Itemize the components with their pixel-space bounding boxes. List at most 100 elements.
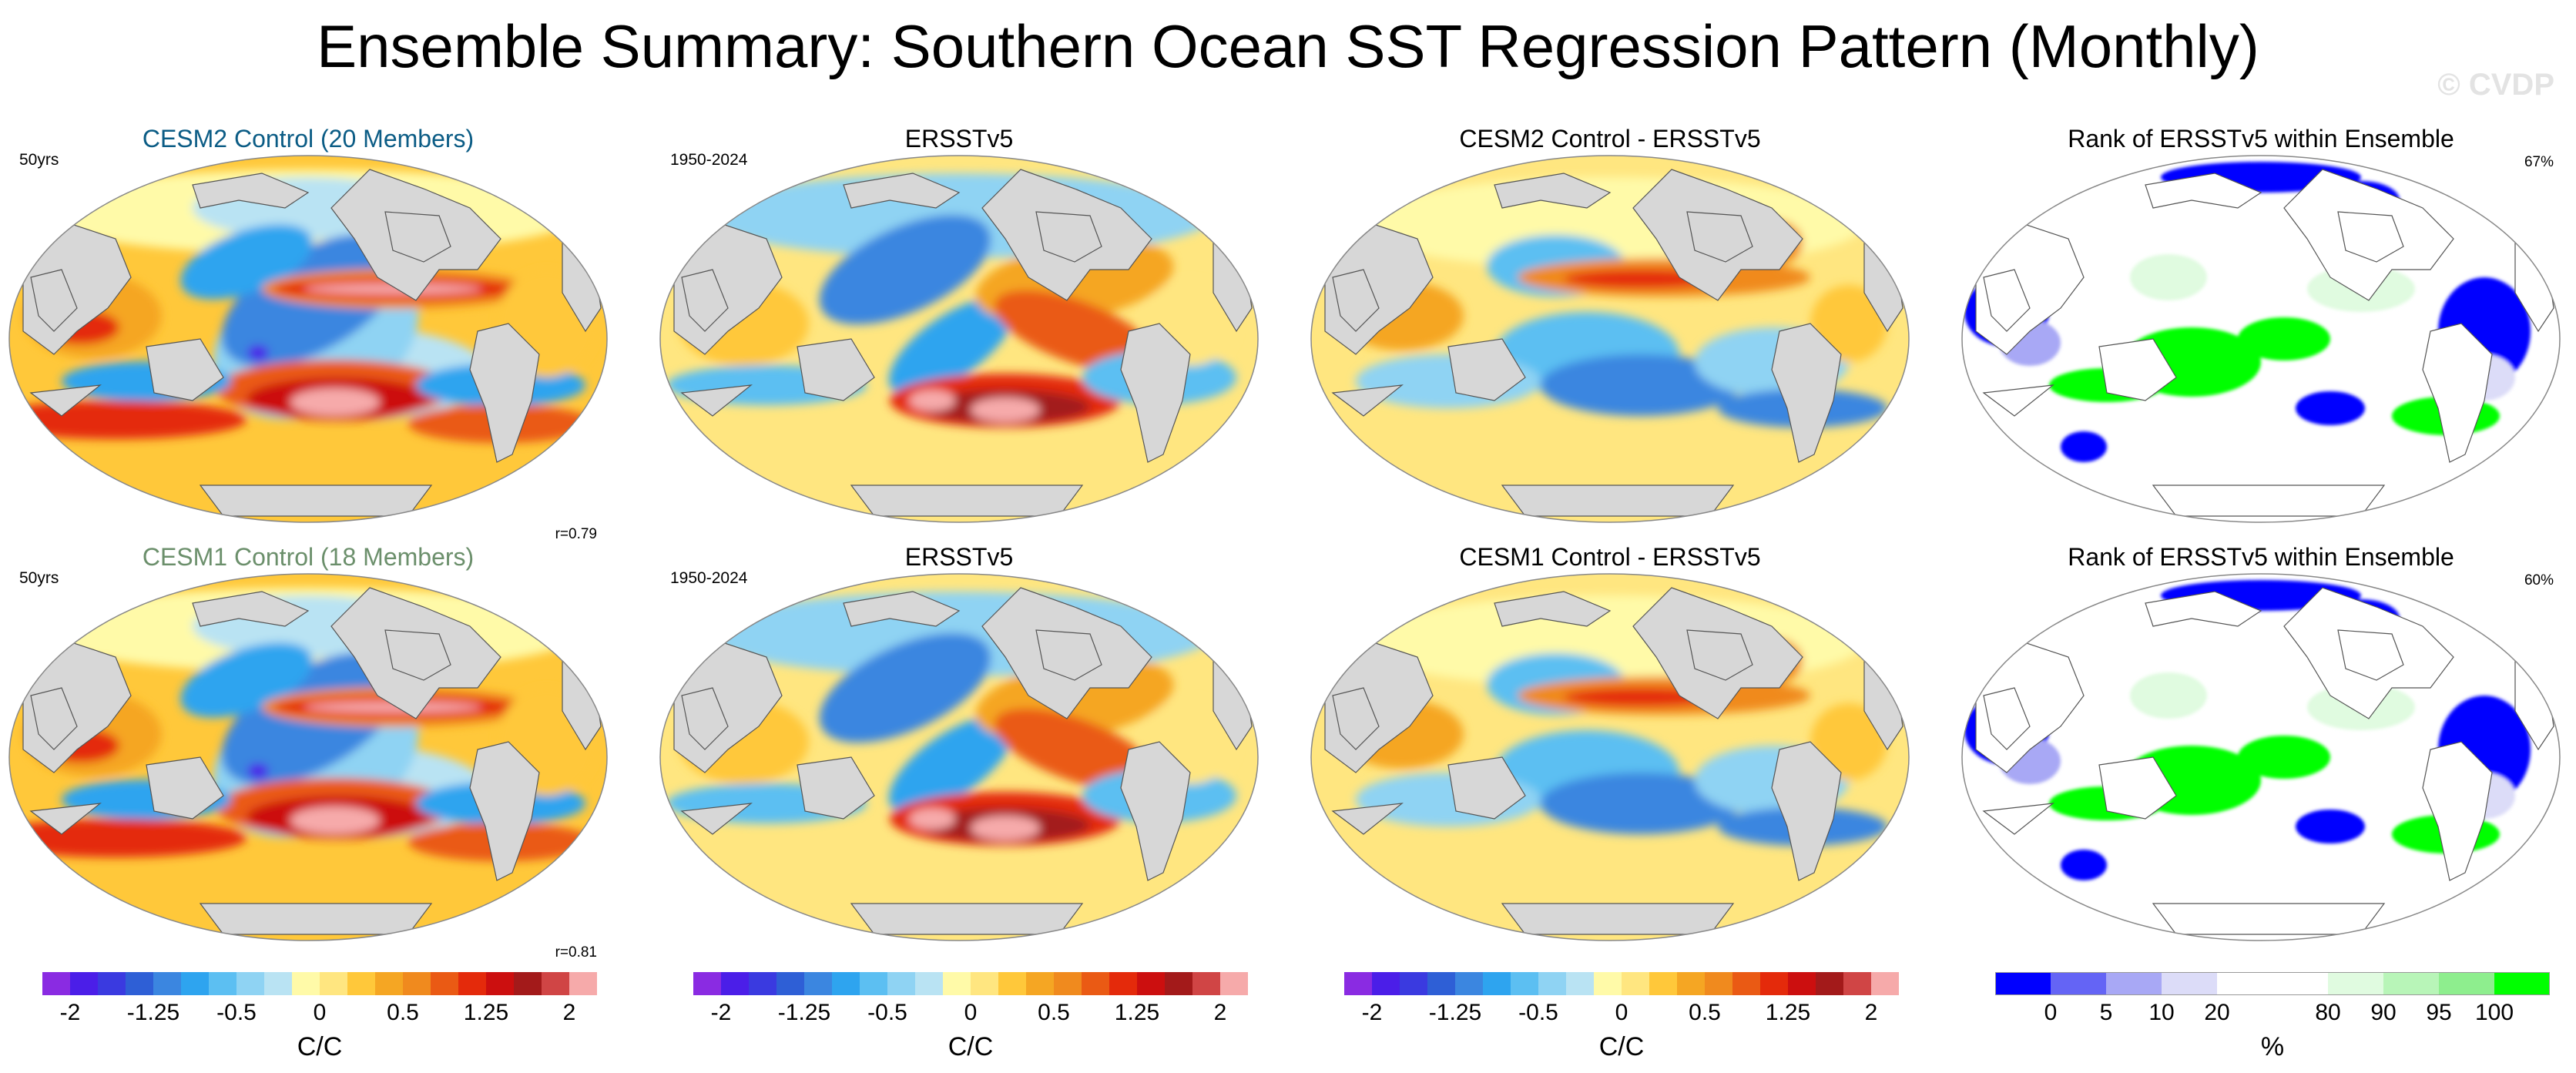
map-field xyxy=(9,156,607,522)
panel-period-label: 1950-2024 xyxy=(670,569,748,587)
map-cesm2-rank xyxy=(1961,155,2561,523)
panel-title: ERSSTv5 xyxy=(904,125,1014,153)
watermark: © CVDP xyxy=(2437,68,2554,102)
field-region xyxy=(304,283,481,294)
pattern-correlation: r=0.81 xyxy=(555,944,597,961)
panel-period-label: 50yrs xyxy=(19,569,59,587)
colorbar-swatch xyxy=(1649,972,1678,995)
land-polygon xyxy=(1331,384,1404,417)
land-polygon xyxy=(1035,629,1102,681)
field-region xyxy=(2296,391,2365,425)
colorbar-swatch xyxy=(1082,972,1110,995)
colorbar-tick: 95 xyxy=(2426,1000,2452,1025)
colorbar-swatch xyxy=(804,972,833,995)
map-outline xyxy=(1961,155,2561,523)
colorbar-swatch xyxy=(887,972,916,995)
colorbar-swatch xyxy=(998,972,1027,995)
land-polygon xyxy=(1120,741,1191,881)
landmasses xyxy=(673,169,1253,517)
colorbar-tick: 0.5 xyxy=(1689,1000,1721,1025)
colorbar-tick: 0 xyxy=(1615,1000,1628,1025)
colorbar-swatch xyxy=(209,972,237,995)
colorbar-swatch xyxy=(292,972,320,995)
field-region xyxy=(247,763,269,779)
colorbar-swatch xyxy=(542,972,570,995)
colorbar-swatch xyxy=(1165,972,1193,995)
colorbar-4: % 0 5 10 20 80 90 95 100 xyxy=(1995,972,2550,1065)
land-polygon xyxy=(2337,211,2404,263)
colorbar-tick: 5 xyxy=(2099,1000,2113,1025)
land-polygon xyxy=(1501,903,1735,935)
colorbar-swatch xyxy=(2051,972,2107,995)
landmasses xyxy=(22,587,602,935)
field-region xyxy=(2130,254,2207,300)
colorbar-swatch xyxy=(1760,972,1789,995)
colorbar-swatch xyxy=(1871,972,1899,995)
colorbar-frame xyxy=(1995,972,2550,995)
colorbar-swatch xyxy=(1816,972,1844,995)
colorbar-tick: -0.5 xyxy=(867,1000,907,1025)
map-field xyxy=(660,156,1258,522)
colorbar-swatch xyxy=(776,972,805,995)
colorbar-swatch xyxy=(2383,972,2440,995)
colorbar-swatches xyxy=(1995,972,2550,995)
colorbar-swatch xyxy=(98,972,126,995)
land-polygon xyxy=(2145,173,2262,209)
colorbar-swatch xyxy=(2217,972,2273,995)
field-region xyxy=(2238,317,2330,360)
colorbar-label: C/C xyxy=(948,1032,994,1061)
colorbar-swatch xyxy=(431,972,459,995)
field-region xyxy=(971,397,1040,422)
map-obs-bottom xyxy=(659,573,1259,941)
field-region xyxy=(290,388,380,416)
map-field xyxy=(9,574,607,941)
land-polygon xyxy=(1501,485,1735,517)
panel-obs-top: ERSSTv5 1950-2024 xyxy=(655,123,1263,543)
colorbar-tick: 2 xyxy=(1864,1000,1878,1025)
colorbar-swatch xyxy=(915,972,944,995)
field-region xyxy=(304,702,481,713)
field-region xyxy=(290,806,380,834)
colorbar-swatch xyxy=(1705,972,1733,995)
colorbar-label: C/C xyxy=(1598,1032,1645,1061)
colorbar-swatch xyxy=(1788,972,1816,995)
colorbar-tick: -2 xyxy=(59,1000,81,1025)
colorbar-tick: -2 xyxy=(1361,1000,1383,1025)
map-obs-top xyxy=(659,155,1259,523)
colorbar-swatch xyxy=(514,972,542,995)
land-polygon xyxy=(30,687,78,750)
field-region xyxy=(2061,431,2107,462)
land-polygon xyxy=(850,485,1084,517)
land-polygon xyxy=(1332,687,1380,750)
map-cesm2-diff xyxy=(1310,155,1910,523)
land-polygon xyxy=(192,591,310,627)
colorbar-swatch xyxy=(181,972,210,995)
colorbar-swatch xyxy=(1843,972,1872,995)
land-polygon xyxy=(29,384,102,417)
land-polygon xyxy=(1983,687,2031,750)
land-polygon xyxy=(1686,629,1753,681)
panel-obs-bottom: ERSSTv5 1950-2024 xyxy=(655,542,1263,961)
field-region xyxy=(2130,672,2207,719)
colorbar-swatch xyxy=(42,972,71,995)
panel-period-label: 50yrs xyxy=(19,151,59,169)
colorbar-swatch xyxy=(2328,972,2384,995)
field-region xyxy=(1541,354,1741,416)
colorbar-swatch xyxy=(458,972,487,995)
colorbar-3: C/C -2 -1.25 -0.5 0 0.5 1.25 2 xyxy=(1344,972,1899,1065)
map-field xyxy=(1311,156,1909,522)
land-polygon xyxy=(680,803,753,835)
map-cesm1-diff xyxy=(1310,573,1910,941)
colorbar-tick: 20 xyxy=(2204,1000,2230,1025)
field-region xyxy=(994,708,1156,791)
colorbar-swatch xyxy=(1622,972,1650,995)
land-polygon xyxy=(1982,384,2054,417)
land-polygon xyxy=(384,211,451,263)
land-polygon xyxy=(1447,756,1526,820)
colorbar-tick: 1.25 xyxy=(1114,1000,1160,1025)
colorbar-tick: 1.25 xyxy=(1765,1000,1811,1025)
map-cesm2-mean xyxy=(8,155,608,523)
colorbar-swatch xyxy=(2439,972,2495,995)
colorbar-swatch xyxy=(1677,972,1706,995)
field-region xyxy=(971,816,1040,840)
